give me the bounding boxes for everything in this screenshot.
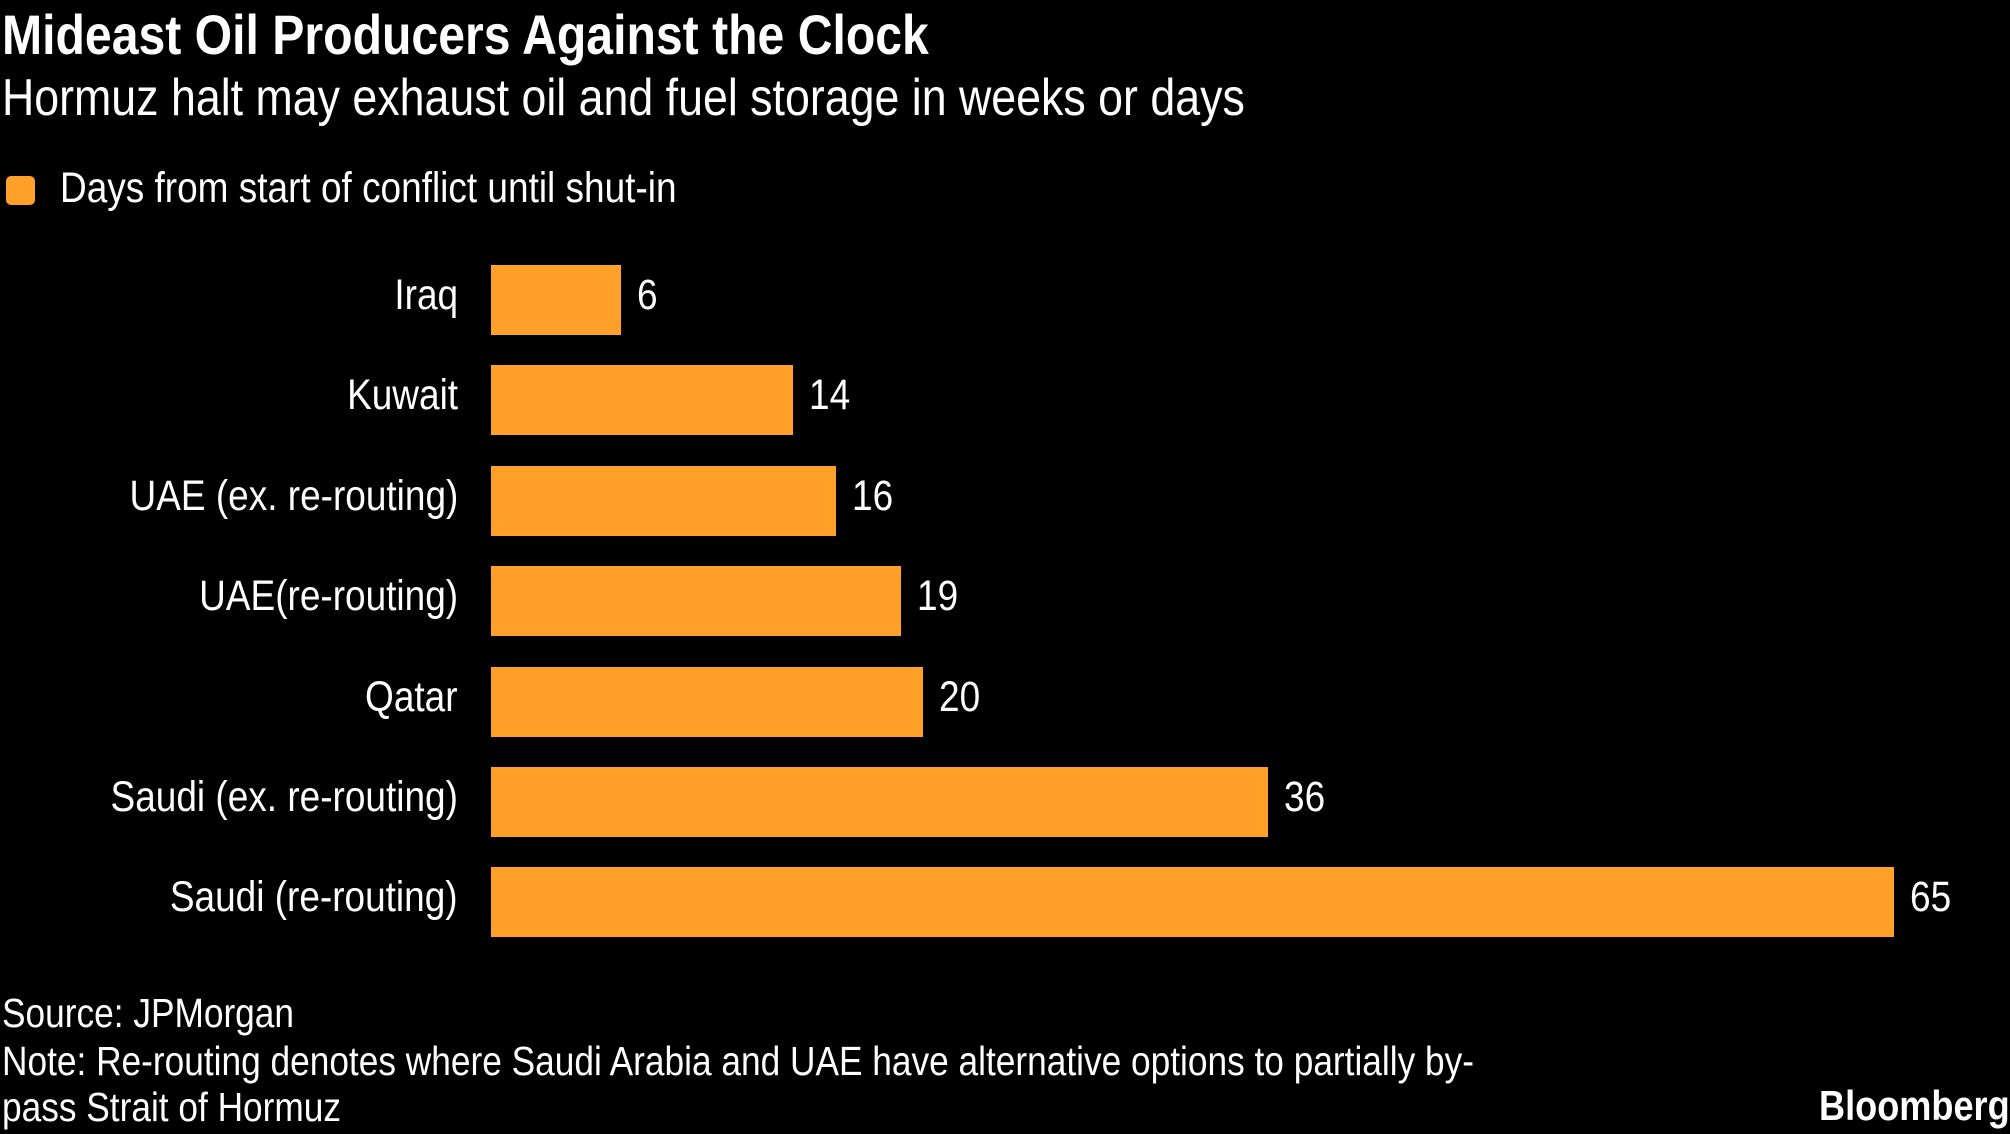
category-label: Saudi (ex. re-routing) [110, 773, 458, 821]
bar [491, 265, 621, 335]
bar [491, 767, 1269, 837]
value-label: 14 [809, 371, 851, 420]
footnote-line-1: Note: Re-routing denotes where Saudi Ara… [2, 1038, 1474, 1084]
bar [491, 867, 1894, 938]
legend-label: Days from start of conflict until shut-i… [60, 164, 677, 212]
source-note: Source: JPMorgan [2, 990, 295, 1036]
bar [491, 465, 837, 536]
bar [491, 566, 902, 637]
legend-swatch [6, 176, 35, 205]
category-label: UAE(re-routing) [199, 572, 458, 621]
bar-chart: Iraq 6 Kuwait 14 UAE (ex. re-routing) 16 UAE(r… [110, 265, 1952, 938]
bar [491, 365, 794, 436]
category-label: Kuwait [346, 371, 458, 420]
category-label: Qatar [365, 672, 458, 721]
value-label: 36 [1284, 773, 1326, 821]
value-label: 19 [917, 572, 959, 621]
category-label: Iraq [394, 271, 458, 319]
value-label: 65 [1910, 873, 1952, 922]
category-label: UAE (ex. re-routing) [129, 471, 458, 520]
chart-subtitle: Hormuz halt may exhaust oil and fuel sto… [2, 69, 1245, 127]
bar [491, 666, 923, 737]
footnote-line-2: pass Strait of Hormuz [2, 1084, 342, 1130]
category-label: Saudi (re-routing) [170, 873, 458, 922]
value-label: 6 [636, 271, 658, 319]
value-label: 16 [852, 471, 894, 520]
bloomberg-logo: Bloomberg [1819, 1082, 2010, 1129]
value-label: 20 [938, 672, 980, 721]
chart-title: Mideast Oil Producers Against the Clock [2, 3, 929, 66]
